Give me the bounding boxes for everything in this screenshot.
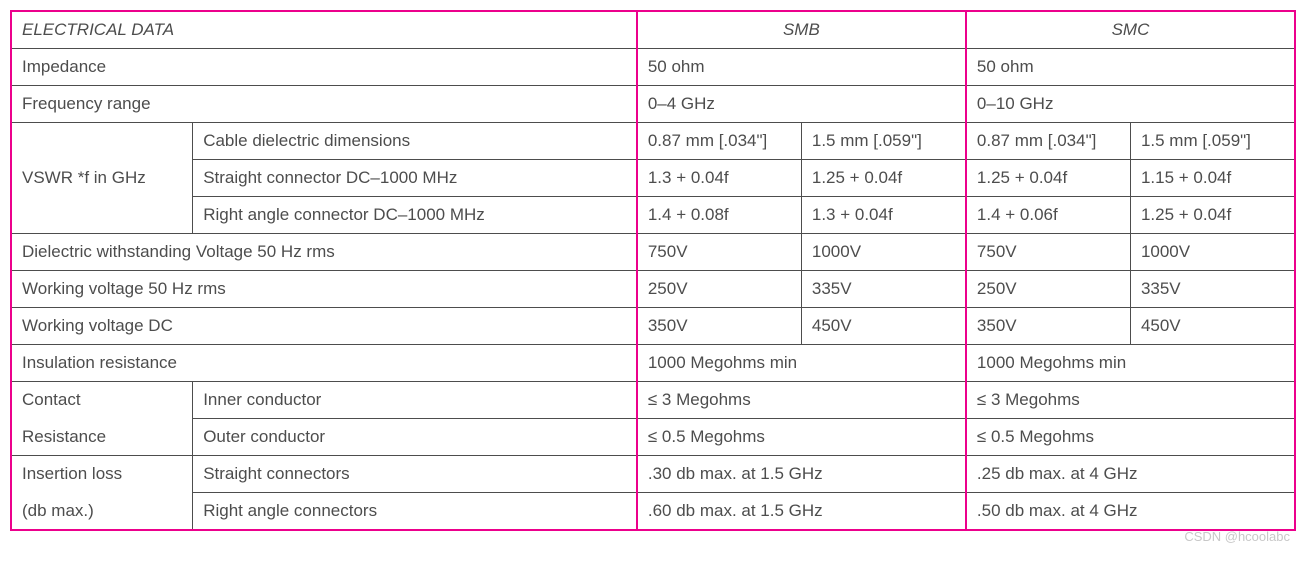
row-vswr-right-smc2: 1.25 + 0.04f [1130, 197, 1295, 234]
row-vswr-straight-smb2: 1.25 + 0.04f [801, 160, 966, 197]
row-dwv-smb2: 1000V [801, 234, 966, 271]
row-loss-right-smb: .60 db max. at 1.5 GHz [637, 493, 966, 531]
row-dwv-smc1: 750V [966, 234, 1131, 271]
row-dwv-smc2: 1000V [1130, 234, 1295, 271]
row-contact-inner-smc: ≤ 3 Megohms [966, 382, 1295, 419]
spec-table-container: ELECTRICAL DATA SMB SMC Impedance 50 ohm… [10, 10, 1296, 544]
row-contact-outer-label: Outer conductor [193, 419, 637, 456]
watermark-text: CSDN @hcoolabc [10, 529, 1296, 544]
row-wvdc-label: Working voltage DC [11, 308, 637, 345]
row-dwv-label: Dielectric withstanding Voltage 50 Hz rm… [11, 234, 637, 271]
row-vswr-label: VSWR *f in GHz [11, 123, 193, 234]
row-freq-smc: 0–10 GHz [966, 86, 1295, 123]
row-vswr-right-label: Right angle connector DC–1000 MHz [193, 197, 637, 234]
row-wvac-smb1: 250V [637, 271, 802, 308]
row-impedance-label: Impedance [11, 49, 637, 86]
row-wvac-smc2: 335V [1130, 271, 1295, 308]
row-loss-right-smc: .50 db max. at 4 GHz [966, 493, 1295, 531]
row-wvdc-smc2: 450V [1130, 308, 1295, 345]
row-wvdc-smb1: 350V [637, 308, 802, 345]
row-contact-inner-label: Inner conductor [193, 382, 637, 419]
header-title: ELECTRICAL DATA [11, 11, 637, 49]
row-freq-label: Frequency range [11, 86, 637, 123]
header-smb: SMB [637, 11, 966, 49]
row-vswr-straight-smc2: 1.15 + 0.04f [1130, 160, 1295, 197]
row-dwv-smb1: 750V [637, 234, 802, 271]
row-vswr-cable-smc1: 0.87 mm [.034"] [966, 123, 1131, 160]
row-loss-label2: (db max.) [11, 493, 193, 531]
row-vswr-straight-label: Straight connector DC–1000 MHz [193, 160, 637, 197]
row-loss-straight-label: Straight connectors [193, 456, 637, 493]
row-contact-inner-smb: ≤ 3 Megohms [637, 382, 966, 419]
row-vswr-cable-smb2: 1.5 mm [.059"] [801, 123, 966, 160]
row-freq-smb: 0–4 GHz [637, 86, 966, 123]
row-loss-right-label: Right angle connectors [193, 493, 637, 531]
header-smc: SMC [966, 11, 1295, 49]
row-insul-smc: 1000 Megohms min [966, 345, 1295, 382]
row-impedance-smc: 50 ohm [966, 49, 1295, 86]
row-loss-straight-smc: .25 db max. at 4 GHz [966, 456, 1295, 493]
row-contact-outer-smb: ≤ 0.5 Megohms [637, 419, 966, 456]
row-contact-label1: Contact [11, 382, 193, 419]
row-vswr-cable-smc2: 1.5 mm [.059"] [1130, 123, 1295, 160]
row-insul-label: Insulation resistance [11, 345, 637, 382]
row-vswr-straight-smc1: 1.25 + 0.04f [966, 160, 1131, 197]
row-vswr-right-smb2: 1.3 + 0.04f [801, 197, 966, 234]
row-wvac-label: Working voltage 50 Hz rms [11, 271, 637, 308]
row-vswr-straight-smb1: 1.3 + 0.04f [637, 160, 802, 197]
row-wvac-smb2: 335V [801, 271, 966, 308]
spec-table: ELECTRICAL DATA SMB SMC Impedance 50 ohm… [10, 10, 1296, 531]
row-vswr-right-smb1: 1.4 + 0.08f [637, 197, 802, 234]
row-contact-label2: Resistance [11, 419, 193, 456]
row-vswr-right-smc1: 1.4 + 0.06f [966, 197, 1131, 234]
row-wvdc-smc1: 350V [966, 308, 1131, 345]
row-vswr-cable-smb1: 0.87 mm [.034"] [637, 123, 802, 160]
row-impedance-smb: 50 ohm [637, 49, 966, 86]
row-wvdc-smb2: 450V [801, 308, 966, 345]
row-loss-straight-smb: .30 db max. at 1.5 GHz [637, 456, 966, 493]
row-vswr-cable-label: Cable dielectric dimensions [193, 123, 637, 160]
row-insul-smb: 1000 Megohms min [637, 345, 966, 382]
row-loss-label1: Insertion loss [11, 456, 193, 493]
row-wvac-smc1: 250V [966, 271, 1131, 308]
row-contact-outer-smc: ≤ 0.5 Megohms [966, 419, 1295, 456]
